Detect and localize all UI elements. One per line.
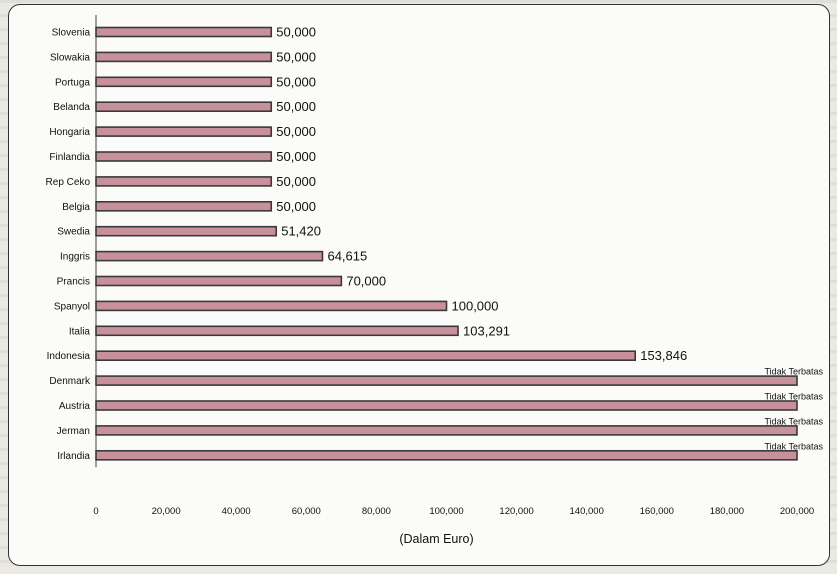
category-label: Irlandia: [57, 451, 90, 462]
bar: [95, 400, 798, 411]
bar: [95, 101, 273, 112]
bar: [95, 26, 273, 38]
category-label: Indonesia: [47, 351, 91, 362]
x-tick-label: 160,000: [640, 506, 674, 517]
data-label: 50,000: [276, 74, 316, 89]
data-label: 50,000: [276, 25, 316, 40]
x-tick-label: 120,000: [499, 506, 533, 517]
category-label: Finlandia: [49, 152, 90, 163]
data-label: 51,420: [281, 224, 321, 239]
category-label: Swedia: [57, 227, 90, 238]
category-label: Belgia: [62, 202, 90, 213]
bar: [95, 300, 448, 312]
category-label: Portuga: [55, 77, 90, 88]
data-label: 50,000: [276, 174, 316, 189]
bar: [95, 350, 637, 362]
bar: [95, 250, 324, 262]
x-tick-label: 180,000: [710, 506, 744, 517]
category-label: Belanda: [53, 102, 90, 113]
category-label: Inggris: [60, 252, 90, 263]
data-label: 70,000: [346, 274, 386, 289]
bar: [95, 449, 798, 461]
bar: [95, 126, 273, 137]
data-label: Tidak Terbatas: [764, 441, 823, 451]
x-tick-label: 100,000: [429, 506, 463, 517]
data-label: 50,000: [276, 99, 316, 114]
category-label: Slovenia: [52, 28, 91, 39]
data-label: 50,000: [276, 124, 316, 139]
x-tick-label: 0: [93, 506, 98, 517]
category-label: Rep Ceko: [46, 177, 91, 188]
data-label: 50,000: [276, 199, 316, 214]
bar: [95, 151, 273, 162]
x-tick-label: 20,000: [152, 506, 181, 517]
bar: [95, 51, 273, 63]
data-label: 64,615: [327, 249, 367, 264]
data-label: 103,291: [463, 323, 510, 338]
x-tick-label: 60,000: [292, 506, 321, 517]
bar: [95, 76, 273, 88]
x-tick-label: 40,000: [222, 506, 251, 517]
bar-chart: Slovenia 50,000 Slowakia 50,000 Portuga 50,00…: [46, 15, 823, 546]
category-label: Spanyol: [54, 301, 90, 312]
category-label: Italia: [69, 326, 91, 337]
bar: [95, 225, 278, 237]
data-label: 100,000: [452, 298, 499, 313]
data-label: 50,000: [276, 149, 316, 164]
x-tick-label: 200,000: [780, 506, 814, 517]
category-label: Austria: [59, 401, 91, 412]
data-label: 153,846: [640, 348, 687, 363]
data-label: Tidak Terbatas: [764, 367, 823, 377]
bar: [95, 176, 273, 187]
bar: [95, 325, 459, 337]
x-tick-label: 80,000: [362, 506, 391, 517]
chart-frame: Slovenia 50,000 Slowakia 50,000 Portuga 50,00…: [8, 4, 830, 566]
category-label: Hongaria: [49, 127, 90, 138]
data-label: 50,000: [276, 49, 316, 64]
category-label: Prancis: [57, 277, 90, 288]
bar: [95, 375, 798, 386]
bar: [95, 275, 343, 287]
data-label: Tidak Terbatas: [764, 392, 823, 402]
x-axis-title: (Dalam Euro): [399, 532, 473, 546]
x-tick-label: 140,000: [570, 506, 604, 517]
bar: [95, 201, 273, 212]
bar: [95, 425, 798, 436]
category-label: Denmark: [49, 376, 91, 387]
category-label: Slowakia: [50, 52, 90, 63]
category-label: Jerman: [57, 426, 90, 437]
data-label: Tidak Terbatas: [764, 416, 823, 426]
